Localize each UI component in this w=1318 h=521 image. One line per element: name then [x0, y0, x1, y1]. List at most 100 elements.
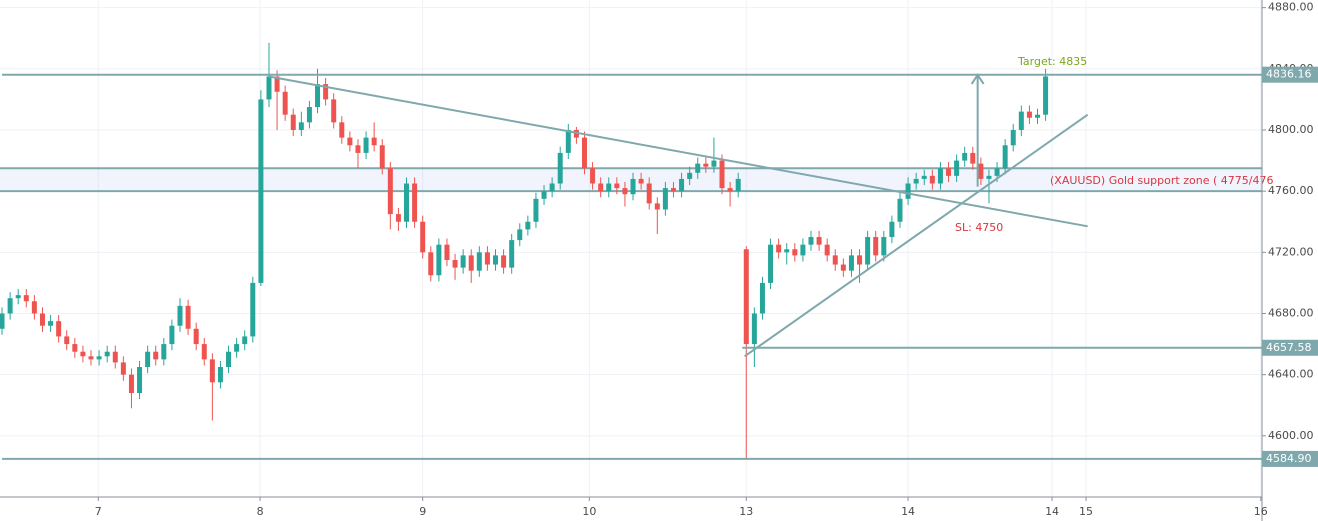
candle-body: [444, 244, 450, 260]
candle-body: [452, 259, 458, 268]
candle-body: [39, 313, 45, 326]
price-label-box: [1262, 66, 1318, 83]
candle-body: [161, 344, 167, 360]
zone-label: (XAUUSD) Gold support zone ( 4775/476: [1050, 174, 1273, 187]
candle-body: [258, 99, 264, 283]
candle-body: [185, 305, 191, 329]
candle-body: [177, 305, 183, 326]
candle-body: [937, 168, 943, 184]
candle-body: [670, 188, 676, 192]
candle-body: [315, 84, 321, 108]
axes: 4600.00 4640.00 4680.00 4720.00 4760.00 4800.…: [95, 1, 1318, 518]
candle-body: [654, 203, 660, 210]
candle-body: [242, 336, 248, 345]
candle-body: [120, 362, 126, 375]
candle-body: [298, 122, 304, 130]
y-tick-label: 4720.00: [1268, 245, 1314, 258]
candle-body: [800, 244, 806, 256]
y-tick-label: 4680.00: [1268, 306, 1314, 319]
candle-body: [557, 152, 563, 184]
candle-body: [274, 76, 280, 92]
candle-body: [913, 178, 919, 184]
y-tick-label: 4880.00: [1268, 1, 1314, 14]
candle-body: [201, 344, 207, 360]
x-tick-label: 10: [582, 505, 596, 518]
price-label-box: [1262, 339, 1318, 356]
candle-body: [1026, 111, 1032, 118]
stop-label: SL: 4750: [955, 221, 1003, 234]
candle-body: [323, 84, 329, 100]
candle-body: [517, 229, 523, 241]
candle-body: [209, 359, 215, 383]
candle-body: [193, 328, 199, 345]
candle-body: [573, 129, 579, 138]
candle-body: [929, 175, 935, 184]
price-label: 4657.58: [1266, 341, 1312, 354]
candle-body: [751, 313, 757, 345]
candle-body: [306, 107, 312, 123]
candle-body: [687, 172, 693, 179]
candle-body: [217, 367, 223, 383]
candle-body: [404, 183, 410, 222]
candle-body: [719, 160, 725, 189]
candle-body: [1043, 76, 1049, 115]
candle-body: [889, 221, 895, 238]
candle-body: [347, 137, 353, 146]
candle-body: [509, 240, 515, 268]
candle-body: [808, 237, 814, 245]
candle-body: [339, 122, 345, 138]
target-arrow: [970, 73, 985, 187]
candle-body: [954, 160, 960, 176]
candle-body: [379, 145, 385, 169]
candle-body: [824, 244, 830, 256]
candle-body: [128, 374, 134, 394]
candle-body: [331, 99, 337, 123]
candle-body: [905, 183, 911, 199]
candle-body: [1002, 145, 1008, 169]
trend-line: [744, 113, 1089, 358]
candle-body: [64, 336, 70, 345]
candle-body: [1035, 114, 1041, 118]
x-tick-label: 14: [901, 505, 915, 518]
candle-body: [290, 114, 296, 130]
target-label: Target: 4835: [1017, 55, 1087, 68]
candle-body: [48, 321, 54, 326]
candle-body: [735, 178, 741, 192]
candle-body: [23, 295, 29, 302]
candle-body: [1018, 111, 1024, 130]
candle-body: [266, 76, 272, 100]
candle-body: [606, 183, 612, 192]
candle-body: [549, 183, 555, 192]
x-tick-label: 7: [95, 505, 102, 518]
candle-body: [460, 255, 466, 268]
y-tick-label: 4760.00: [1268, 184, 1314, 197]
candle-body: [759, 282, 765, 314]
x-tick-label: 15: [1079, 505, 1093, 518]
candle-body: [946, 168, 952, 176]
candle-body: [15, 295, 21, 299]
y-tick-label: 4800.00: [1268, 123, 1314, 136]
candle-body: [104, 351, 110, 357]
candle-body: [622, 188, 628, 195]
candle-body: [978, 163, 984, 179]
candle-body: [169, 325, 175, 345]
candle-body: [137, 367, 143, 394]
candle-body: [881, 237, 887, 256]
candle-body: [776, 244, 782, 253]
candle-body: [371, 137, 377, 146]
candle-body: [590, 168, 596, 184]
candle-body: [80, 351, 86, 357]
plot: (XAUUSD) Gold support zone ( 4775/476 Tar…: [0, 42, 1273, 460]
candle-body: [962, 152, 968, 161]
x-tick-label: 16: [1254, 505, 1268, 518]
x-tick-label: 13: [739, 505, 753, 518]
candle-body: [112, 351, 118, 363]
candle-body: [96, 356, 102, 360]
candle-body: [436, 244, 442, 276]
candle-body: [638, 178, 644, 184]
candle-body: [1010, 129, 1016, 146]
candle-body: [994, 168, 1000, 176]
candle-body: [695, 163, 701, 173]
